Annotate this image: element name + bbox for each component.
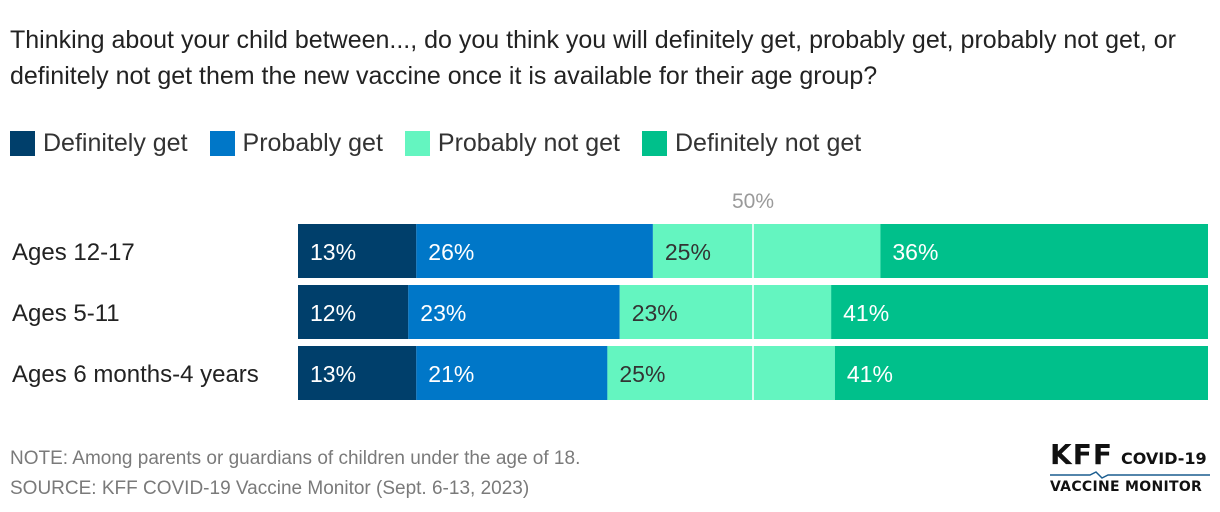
legend-label: Definitely get	[43, 128, 188, 157]
legend-swatch	[641, 130, 667, 156]
reference-line-label: 50%	[732, 190, 774, 213]
logo-program: COVID-19	[1120, 449, 1207, 468]
data-label: 23%	[420, 300, 466, 326]
bar-segment	[880, 224, 1208, 278]
bar-segment	[607, 346, 835, 400]
category-label: Ages 12-17	[12, 239, 135, 266]
stacked-bar-chart: Ages 12-17 13% 26% 25% 36% Ages 5-11 12% 23% 23%…	[12, 190, 1208, 400]
legend-swatch	[209, 130, 235, 156]
footer: NOTE: Among parents or guardians of chil…	[10, 444, 580, 504]
data-label: 36%	[892, 239, 938, 265]
chart-title: Thinking about your child between..., do…	[10, 26, 1176, 90]
data-label: 25%	[619, 361, 665, 387]
footer-note: NOTE: Among parents or guardians of chil…	[10, 448, 581, 469]
logo-subtitle: VACCINE MONITOR	[1050, 479, 1203, 495]
category-label: Ages 6 months-4 years	[12, 361, 259, 388]
data-label: 26%	[428, 239, 474, 265]
legend: Definitely get Probably get Probably not g…	[10, 126, 883, 160]
bar-segment	[652, 224, 881, 278]
legend-label: Probably get	[242, 128, 383, 157]
data-label: 12%	[310, 300, 356, 326]
bar-segment	[619, 285, 832, 339]
bar-segment	[298, 224, 417, 278]
data-label: 13%	[310, 361, 356, 387]
data-label: 25%	[665, 239, 711, 265]
bar-segment	[298, 285, 409, 339]
legend-label: Probably not get	[437, 128, 620, 157]
bar-segment	[834, 346, 1208, 400]
legend-item: Probably not get	[404, 128, 620, 158]
legend-item: Definitely not get	[641, 128, 862, 158]
data-label: 23%	[632, 300, 678, 326]
bar-segment	[416, 224, 653, 278]
bar-segment	[831, 285, 1208, 339]
footer-source: SOURCE: KFF COVID-19 Vaccine Monitor (Se…	[10, 478, 530, 499]
bar-segment	[408, 285, 620, 339]
kff-logo: KFF COVID-19 VACCINE MONITOR	[1050, 438, 1210, 498]
data-label: 13%	[310, 239, 356, 265]
legend-swatch	[404, 130, 430, 156]
bar-segment	[298, 346, 417, 400]
pulse-line-icon	[1050, 471, 1210, 479]
data-label: 21%	[428, 361, 474, 387]
data-label: 41%	[847, 361, 893, 387]
bar-segment	[416, 346, 608, 400]
legend-swatch	[10, 130, 35, 156]
legend-item: Probably get	[209, 128, 383, 158]
category-label: Ages 5-11	[12, 300, 120, 327]
logo-brand: KFF	[1050, 438, 1113, 471]
data-label: 41%	[843, 300, 889, 326]
legend-item: Definitely get	[10, 129, 188, 158]
legend-label: Definitely not get	[674, 128, 862, 157]
